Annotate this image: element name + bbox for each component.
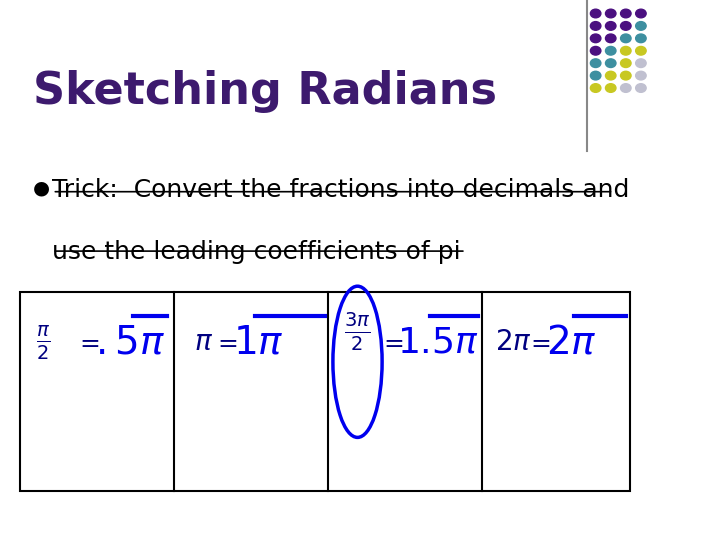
Circle shape — [621, 46, 631, 55]
Circle shape — [590, 46, 601, 55]
Text: $\pi$: $\pi$ — [194, 329, 212, 356]
Text: $2\pi$: $2\pi$ — [495, 329, 532, 356]
Circle shape — [606, 9, 616, 18]
Circle shape — [590, 22, 601, 30]
Circle shape — [606, 34, 616, 43]
Text: Sketching Radians: Sketching Radians — [33, 70, 497, 113]
Text: use the leading coefficients of pi: use the leading coefficients of pi — [53, 240, 461, 264]
Circle shape — [621, 84, 631, 92]
Circle shape — [636, 34, 646, 43]
Circle shape — [606, 46, 616, 55]
Text: ●: ● — [33, 178, 50, 197]
Text: $.5\pi$: $.5\pi$ — [95, 324, 166, 362]
Text: $2\pi$: $2\pi$ — [546, 324, 596, 362]
Text: $=$: $=$ — [76, 332, 101, 354]
Circle shape — [636, 71, 646, 80]
Circle shape — [590, 84, 601, 92]
Circle shape — [621, 71, 631, 80]
Text: $=$: $=$ — [526, 332, 552, 354]
Text: $=$: $=$ — [379, 332, 404, 354]
Circle shape — [636, 46, 646, 55]
Text: Trick:  Convert the fractions into decimals and: Trick: Convert the fractions into decima… — [53, 178, 630, 202]
Circle shape — [590, 34, 601, 43]
Circle shape — [606, 84, 616, 92]
Text: $1.5\pi$: $1.5\pi$ — [397, 326, 479, 360]
Circle shape — [606, 71, 616, 80]
Text: $=$: $=$ — [213, 332, 238, 354]
Circle shape — [636, 22, 646, 30]
Circle shape — [621, 59, 631, 68]
Circle shape — [621, 22, 631, 30]
Circle shape — [590, 9, 601, 18]
Circle shape — [590, 71, 601, 80]
Text: $1\pi$: $1\pi$ — [233, 324, 284, 362]
Circle shape — [621, 34, 631, 43]
FancyBboxPatch shape — [19, 292, 630, 491]
Circle shape — [636, 84, 646, 92]
Circle shape — [621, 9, 631, 18]
Circle shape — [606, 59, 616, 68]
Circle shape — [636, 9, 646, 18]
Text: $\frac{\pi}{2}$: $\frac{\pi}{2}$ — [36, 323, 50, 362]
Circle shape — [606, 22, 616, 30]
Text: $\frac{3\pi}{2}$: $\frac{3\pi}{2}$ — [344, 311, 371, 353]
Circle shape — [590, 59, 601, 68]
Circle shape — [636, 59, 646, 68]
